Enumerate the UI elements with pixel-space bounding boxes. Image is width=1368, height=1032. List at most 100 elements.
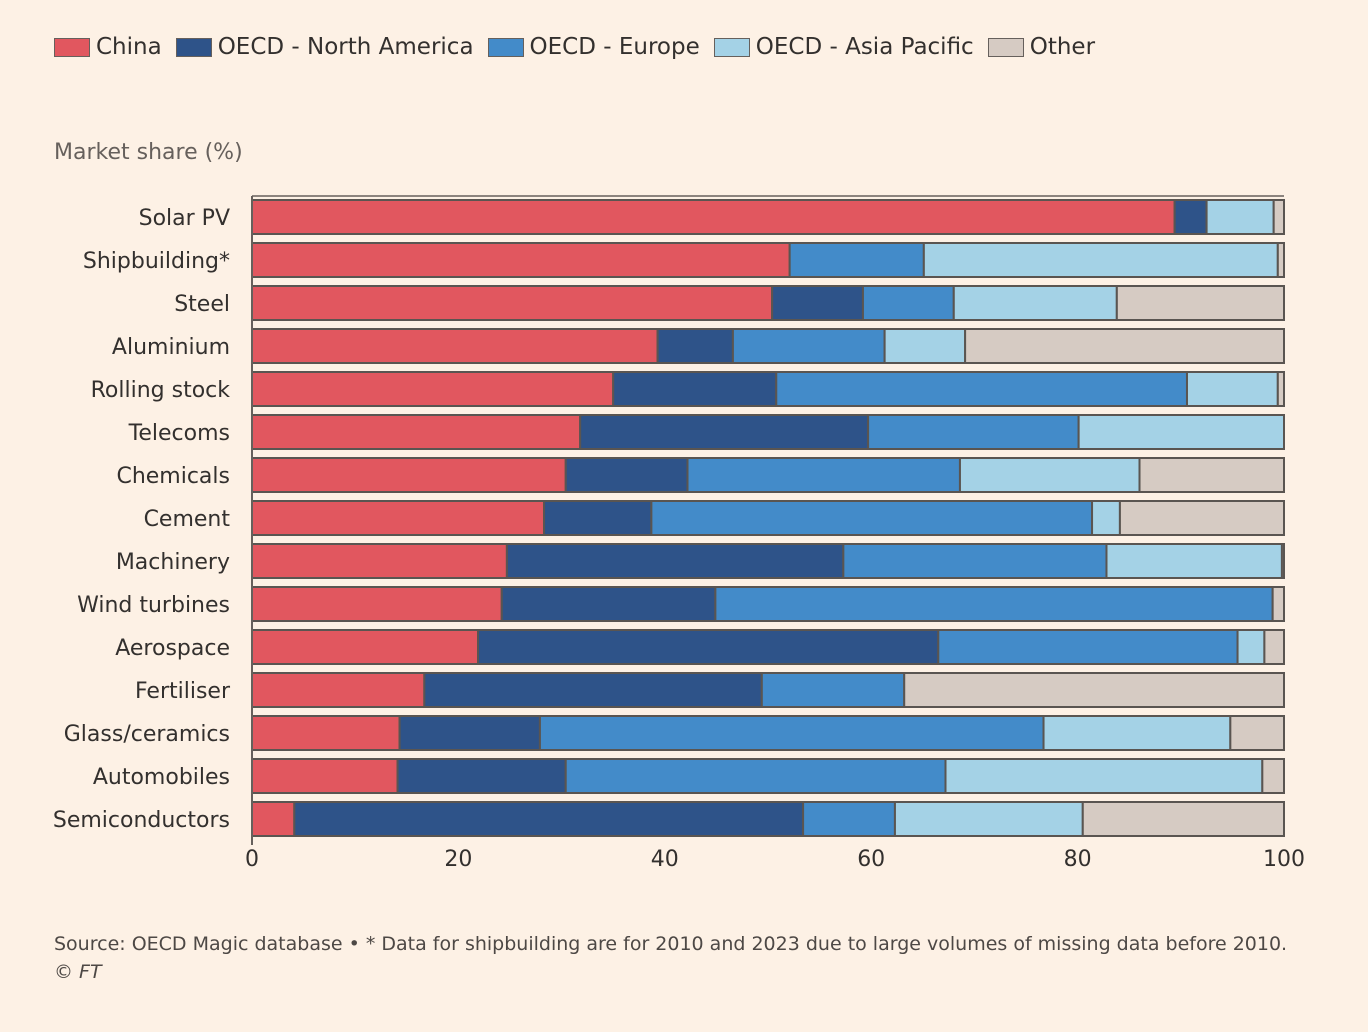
bar-segment <box>477 629 940 665</box>
bar-segment <box>251 801 296 837</box>
category-label: Machinery <box>116 550 230 575</box>
bar-segment <box>861 285 955 321</box>
bar-segment <box>251 500 546 536</box>
category-label: Aluminium <box>112 335 230 360</box>
bar-segment <box>251 457 567 493</box>
bar-segment <box>893 801 1084 837</box>
x-tick-label: 0 <box>245 847 259 872</box>
bar-segment <box>251 328 659 364</box>
bar-segment <box>579 414 870 450</box>
bar-segment <box>293 801 805 837</box>
bar-segment <box>251 758 399 794</box>
bar-segment <box>922 242 1279 278</box>
bar-segment <box>1276 242 1285 278</box>
bar-segment <box>883 328 967 364</box>
bar-segment <box>964 328 1285 364</box>
legend-item: Other <box>987 34 1096 60</box>
bar-segment <box>1185 371 1279 407</box>
bar-chart: Solar PV Shipbuilding* Steel Aluminium Rolli… <box>53 195 1305 872</box>
bar-segment <box>760 672 906 708</box>
bar-segment <box>771 285 864 321</box>
category-label: Chemicals <box>116 464 230 489</box>
bar-segment <box>1118 500 1285 536</box>
x-tick-label: 40 <box>651 847 679 872</box>
legend-label: OECD - Asia Pacific <box>755 34 974 60</box>
bar-segment <box>937 629 1239 665</box>
bar-segment <box>656 328 734 364</box>
bar-segment <box>251 543 508 579</box>
bar-segment <box>686 457 961 493</box>
legend-label: OECD - North America <box>217 34 474 60</box>
bar-segment <box>1261 758 1286 794</box>
bar-segment <box>500 586 717 622</box>
x-tick-label: 100 <box>1263 847 1305 872</box>
footer: Source: OECD Magic database • * Data for… <box>54 930 1287 986</box>
bar-segment <box>1081 801 1286 837</box>
bar-segment <box>788 242 925 278</box>
bar-segment <box>1173 199 1208 235</box>
bar-segment <box>714 586 1274 622</box>
legend-swatch <box>175 37 212 57</box>
bar-segment <box>396 758 567 794</box>
bar-segment <box>251 414 582 450</box>
category-label: Aerospace <box>115 636 230 661</box>
category-label: Steel <box>174 292 230 317</box>
category-label: Fertiliser <box>135 679 231 704</box>
category-label: Shipbuilding* <box>83 249 230 274</box>
x-tick-label: 80 <box>1064 847 1092 872</box>
bar-segment <box>251 672 426 708</box>
bar-segment <box>538 715 1045 751</box>
y-axis-label: Market share (%) <box>54 140 243 165</box>
bar-segment <box>1105 543 1283 579</box>
legend-swatch <box>713 37 750 57</box>
legend-item: OECD - Asia Pacific <box>713 34 974 60</box>
bar-segment <box>543 500 653 536</box>
bar-segment <box>398 715 541 751</box>
category-label: Cement <box>144 507 231 532</box>
bar-segment <box>867 414 1080 450</box>
legend-label: Other <box>1029 34 1096 60</box>
source-note: Source: OECD Magic database • * Data for… <box>54 933 1288 955</box>
category-label: Semiconductors <box>53 808 230 833</box>
bar-segment <box>251 242 791 278</box>
bar-segment <box>1271 586 1285 622</box>
bar-segment <box>1229 715 1286 751</box>
legend-swatch <box>54 37 90 57</box>
bar-segment <box>952 285 1118 321</box>
legend-label: China <box>96 34 162 60</box>
bar-segment <box>802 801 896 837</box>
bar-segment <box>775 371 1188 407</box>
legend-item: OECD - North America <box>175 34 474 60</box>
bar-segment <box>564 758 947 794</box>
bar-segment <box>251 629 480 665</box>
category-label: Automobiles <box>93 765 230 790</box>
bar-segment <box>505 543 845 579</box>
bar-segment <box>1115 285 1286 321</box>
category-label: Telecoms <box>128 421 230 446</box>
bar-segment <box>612 371 778 407</box>
bar-segment <box>423 672 763 708</box>
bar-segment <box>1205 199 1275 235</box>
bar-segment <box>1276 371 1285 407</box>
bar-segment <box>251 371 615 407</box>
legend-swatch <box>987 37 1024 57</box>
bar-segment <box>1263 629 1285 665</box>
credit: © FT <box>54 961 102 983</box>
bar-segment <box>1280 543 1286 579</box>
bar-segment <box>1042 715 1232 751</box>
bar-segment <box>251 285 774 321</box>
bar-segment <box>650 500 1094 536</box>
bar-segment <box>251 199 1176 235</box>
legend-swatch <box>487 37 524 57</box>
bar-segment <box>903 672 1285 708</box>
legend: China OECD - North America OECD - Europe OE… <box>54 34 1095 60</box>
x-tick-label: 60 <box>857 847 885 872</box>
bar-segment <box>1138 457 1286 493</box>
bar-segment <box>1236 629 1266 665</box>
bar-segment <box>1077 414 1285 450</box>
legend-item: China <box>54 34 162 60</box>
bar-segment <box>944 758 1264 794</box>
bar-segment <box>1272 199 1286 235</box>
category-label: Rolling stock <box>91 378 231 403</box>
